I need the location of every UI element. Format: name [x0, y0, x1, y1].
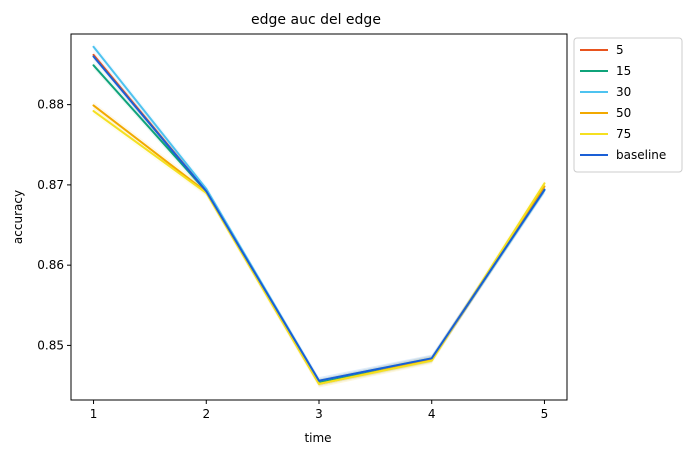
y-axis-label: accuracy: [11, 190, 25, 244]
legend-label-15: 15: [616, 64, 631, 78]
legend-label-75: 75: [616, 127, 631, 141]
plot-area: [92, 43, 546, 388]
x-axis-label: time: [304, 431, 331, 445]
y-tick-label: 0.86: [37, 258, 64, 272]
x-tick-label: 4: [428, 407, 436, 421]
chart-title: edge auc del edge: [251, 12, 381, 28]
legend-label-5: 5: [616, 43, 624, 57]
x-axis: 1 2 3 4 5: [90, 400, 549, 421]
y-axis: 0.85 0.86 0.87 0.88: [37, 98, 71, 352]
legend-label-30: 30: [616, 85, 631, 99]
x-tick-label: 5: [541, 407, 549, 421]
legend: 5 15 30 50 75 baseline: [573, 37, 683, 173]
series-line-baseline: [92, 55, 546, 382]
y-tick-label: 0.87: [37, 178, 64, 192]
legend-label-50: 50: [616, 106, 631, 120]
legend-label-baseline: baseline: [616, 148, 666, 162]
y-tick-label: 0.85: [37, 338, 64, 352]
x-tick-label: 2: [202, 407, 210, 421]
y-tick-label: 0.88: [37, 98, 64, 112]
x-tick-label: 1: [90, 407, 98, 421]
x-tick-label: 3: [315, 407, 323, 421]
